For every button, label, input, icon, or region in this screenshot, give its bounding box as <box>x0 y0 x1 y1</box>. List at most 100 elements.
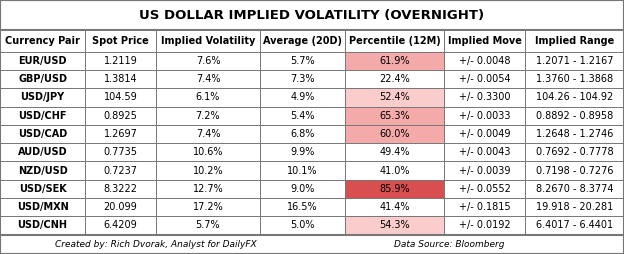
Bar <box>345 70 444 88</box>
Text: Average (20D): Average (20D) <box>263 36 342 46</box>
Text: AUD/USD: AUD/USD <box>17 147 67 157</box>
Text: 7.6%: 7.6% <box>196 56 220 66</box>
Bar <box>0 235 624 254</box>
Bar <box>156 216 260 235</box>
Text: 9.0%: 9.0% <box>290 184 314 194</box>
Text: 52.4%: 52.4% <box>379 92 410 102</box>
Text: 19.918 - 20.281: 19.918 - 20.281 <box>536 202 613 212</box>
Bar <box>525 88 624 106</box>
Text: 1.2119: 1.2119 <box>104 56 137 66</box>
Bar <box>345 88 444 106</box>
Bar <box>85 162 156 180</box>
Bar <box>156 143 260 162</box>
Text: +/- 0.0552: +/- 0.0552 <box>459 184 510 194</box>
Bar <box>0 30 85 52</box>
Bar <box>525 106 624 125</box>
Text: 4.9%: 4.9% <box>290 92 314 102</box>
Bar <box>85 52 156 70</box>
Text: USD/MXN: USD/MXN <box>17 202 69 212</box>
Text: USD/CNH: USD/CNH <box>17 220 67 230</box>
Bar <box>345 106 444 125</box>
Text: 6.4209: 6.4209 <box>104 220 137 230</box>
Text: 7.4%: 7.4% <box>196 74 220 84</box>
Bar <box>0 106 85 125</box>
Bar <box>525 143 624 162</box>
Text: +/- 0.0054: +/- 0.0054 <box>459 74 510 84</box>
Bar <box>345 216 444 235</box>
Bar <box>0 0 624 30</box>
Bar <box>444 52 525 70</box>
Bar <box>260 125 345 143</box>
Bar <box>444 162 525 180</box>
Text: 41.0%: 41.0% <box>379 166 410 176</box>
Text: 104.26 - 104.92: 104.26 - 104.92 <box>536 92 613 102</box>
Text: Spot Price: Spot Price <box>92 36 149 46</box>
Text: +/- 0.1815: +/- 0.1815 <box>459 202 510 212</box>
Text: 85.9%: 85.9% <box>379 184 410 194</box>
Bar <box>85 180 156 198</box>
Text: Percentile (12M): Percentile (12M) <box>349 36 441 46</box>
Text: 0.7237: 0.7237 <box>104 166 137 176</box>
Bar <box>85 125 156 143</box>
Text: 6.1%: 6.1% <box>196 92 220 102</box>
Bar <box>260 52 345 70</box>
Text: 1.3814: 1.3814 <box>104 74 137 84</box>
Text: +/- 0.0049: +/- 0.0049 <box>459 129 510 139</box>
Bar <box>260 198 345 216</box>
Text: +/- 0.3300: +/- 0.3300 <box>459 92 510 102</box>
Text: 12.7%: 12.7% <box>193 184 223 194</box>
Text: USD/JPY: USD/JPY <box>21 92 65 102</box>
Bar <box>156 125 260 143</box>
Bar <box>525 52 624 70</box>
Bar <box>0 143 85 162</box>
Bar <box>345 180 444 198</box>
Text: 17.2%: 17.2% <box>193 202 223 212</box>
Bar <box>0 216 85 235</box>
Text: USD/CAD: USD/CAD <box>18 129 67 139</box>
Text: 1.2648 - 1.2746: 1.2648 - 1.2746 <box>535 129 613 139</box>
Text: 6.8%: 6.8% <box>290 129 314 139</box>
Text: 8.3222: 8.3222 <box>104 184 137 194</box>
Text: 0.7692 - 0.7778: 0.7692 - 0.7778 <box>535 147 613 157</box>
Text: EUR/USD: EUR/USD <box>18 56 67 66</box>
Bar <box>156 52 260 70</box>
Bar <box>345 125 444 143</box>
Bar <box>260 180 345 198</box>
Bar <box>260 106 345 125</box>
Text: 54.3%: 54.3% <box>379 220 410 230</box>
Bar <box>444 143 525 162</box>
Text: Implied Move: Implied Move <box>447 36 522 46</box>
Bar <box>525 30 624 52</box>
Bar <box>260 70 345 88</box>
Text: US DOLLAR IMPLIED VOLATILITY (OVERNIGHT): US DOLLAR IMPLIED VOLATILITY (OVERNIGHT) <box>139 9 485 22</box>
Bar <box>156 106 260 125</box>
Bar <box>0 198 85 216</box>
Bar <box>0 88 85 106</box>
Text: GBP/USD: GBP/USD <box>18 74 67 84</box>
Bar <box>525 198 624 216</box>
Text: 7.2%: 7.2% <box>196 111 220 121</box>
Text: USD/CHF: USD/CHF <box>18 111 67 121</box>
Bar <box>0 180 85 198</box>
Text: 0.7198 - 0.7276: 0.7198 - 0.7276 <box>535 166 613 176</box>
Bar <box>525 125 624 143</box>
Text: +/- 0.0033: +/- 0.0033 <box>459 111 510 121</box>
Text: +/- 0.0048: +/- 0.0048 <box>459 56 510 66</box>
Bar <box>444 216 525 235</box>
Text: 20.099: 20.099 <box>104 202 137 212</box>
Bar <box>444 30 525 52</box>
Text: 61.9%: 61.9% <box>379 56 410 66</box>
Bar <box>85 88 156 106</box>
Bar <box>260 30 345 52</box>
Text: 9.9%: 9.9% <box>290 147 314 157</box>
Bar <box>85 106 156 125</box>
Bar <box>85 70 156 88</box>
Bar <box>525 216 624 235</box>
Text: Currency Pair: Currency Pair <box>5 36 80 46</box>
Text: Created by: Rich Dvorak, Analyst for DailyFX: Created by: Rich Dvorak, Analyst for Dai… <box>55 240 257 249</box>
Bar <box>260 162 345 180</box>
Text: NZD/USD: NZD/USD <box>17 166 67 176</box>
Bar <box>525 180 624 198</box>
Text: 5.7%: 5.7% <box>196 220 220 230</box>
Text: +/- 0.0039: +/- 0.0039 <box>459 166 510 176</box>
